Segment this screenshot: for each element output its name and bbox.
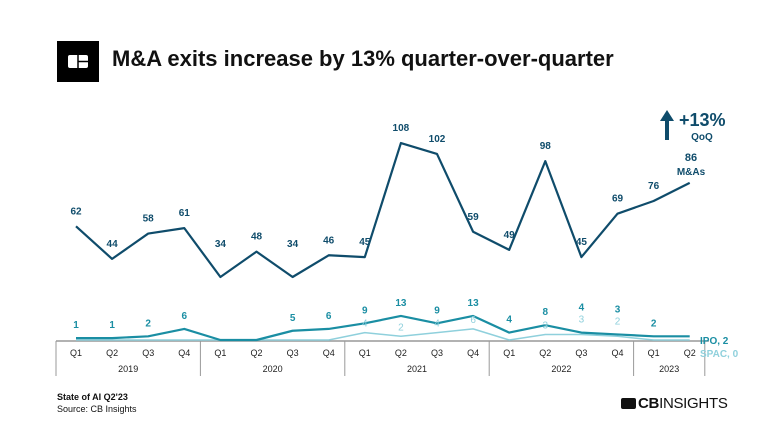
quarter-label: Q4 [178,348,190,358]
spac-data-label: 6 [470,315,476,326]
quarter-label: Q4 [467,348,479,358]
quarter-label: Q3 [287,348,299,358]
ma-data-label: 44 [107,239,119,250]
cb-insights-logo: CBINSIGHTS [621,395,728,412]
spac-data-label: 4 [434,319,440,330]
ipo-data-label: 6 [182,311,188,322]
ma-data-label: 34 [215,239,227,250]
ma-data-label: 45 [576,237,588,248]
ipo-data-label: 13 [468,298,480,309]
ipo-data-label: 5 [290,313,296,324]
ma-data-label: 46 [323,235,335,246]
ipo-data-label: 9 [434,305,440,316]
ma-data-label: 49 [504,230,516,241]
ma-data-label: 98 [540,141,552,152]
latest-ma-label: M&As [677,167,706,178]
quarter-label: Q3 [142,348,154,358]
arrow-up-icon [660,110,674,140]
quarter-label: Q2 [539,348,551,358]
year-label: 2019 [118,364,138,374]
ma-line [75,141,691,279]
spac-data-label: 4 [362,319,368,330]
quarter-label: Q1 [503,348,515,358]
quarter-label: Q4 [611,348,623,358]
ma-data-label: 48 [251,232,263,243]
cb-logo-icon [621,398,636,409]
qoq-change: +13% [679,110,726,130]
ipo-data-label: 8 [543,307,549,318]
quarter-label: Q2 [250,348,262,358]
ipo-data-label: 13 [395,298,407,309]
quarter-label: Q1 [359,348,371,358]
cb-logo-mark [57,41,99,82]
ma-data-label: 59 [468,212,480,223]
ipo-data-label: 4 [579,303,585,314]
year-label: 2020 [263,364,283,374]
spac-data-label: 2 [615,316,621,327]
spac-data-label: 3 [579,315,585,326]
ma-data-label: 69 [612,194,624,205]
ipo-data-label: 6 [326,311,332,322]
ma-data-label: 108 [393,123,410,134]
year-label: 2023 [659,364,679,374]
quarter-label: Q2 [395,348,407,358]
ma-data-label: 102 [429,134,446,145]
quarter-label: Q2 [684,348,696,358]
report-name: State of AI Q2'23 [57,392,128,402]
ipo-data-label: 1 [109,320,115,331]
year-label: 2021 [407,364,427,374]
ma-data-label: 76 [648,181,660,192]
qoq-label: QoQ [691,132,713,143]
quarter-label: Q4 [323,348,335,358]
ipo-legend-label: IPO, 2 [700,336,729,347]
quarter-label: Q3 [431,348,443,358]
ma-data-label: 62 [70,206,82,217]
brand-bold: CB [638,395,660,412]
ipo-data-label: 9 [362,305,368,316]
spac-data-label: 2 [398,322,404,333]
ipo-data-label: 1 [73,320,79,331]
ipo-data-label: 2 [145,318,151,329]
quarter-label: Q2 [106,348,118,358]
ma-data-label: 45 [359,237,371,248]
ma-data-label: 34 [287,239,299,250]
ma-data-label: 58 [143,214,155,225]
chart-title: M&A exits increase by 13% quarter-over-q… [112,46,614,71]
spac-line [76,328,690,341]
quarter-label: Q1 [648,348,660,358]
spac-legend-label: SPAC, 0 [700,349,739,360]
spac-data-label: 3 [543,320,549,331]
quarter-label: Q1 [70,348,82,358]
latest-ma-value: 86 [685,152,697,164]
ipo-data-label: 3 [615,304,621,315]
brand-rest: INSIGHTS [659,395,728,412]
quarter-label: Q3 [575,348,587,358]
cb-logo-icon [68,55,88,68]
ipo-data-label: 2 [651,318,657,329]
ipo-line [76,314,690,342]
quarter-label: Q1 [214,348,226,358]
source-note: Source: CB Insights [57,404,137,414]
year-label: 2022 [551,364,571,374]
ma-data-label: 61 [179,208,191,219]
ipo-data-label: 4 [506,315,512,326]
